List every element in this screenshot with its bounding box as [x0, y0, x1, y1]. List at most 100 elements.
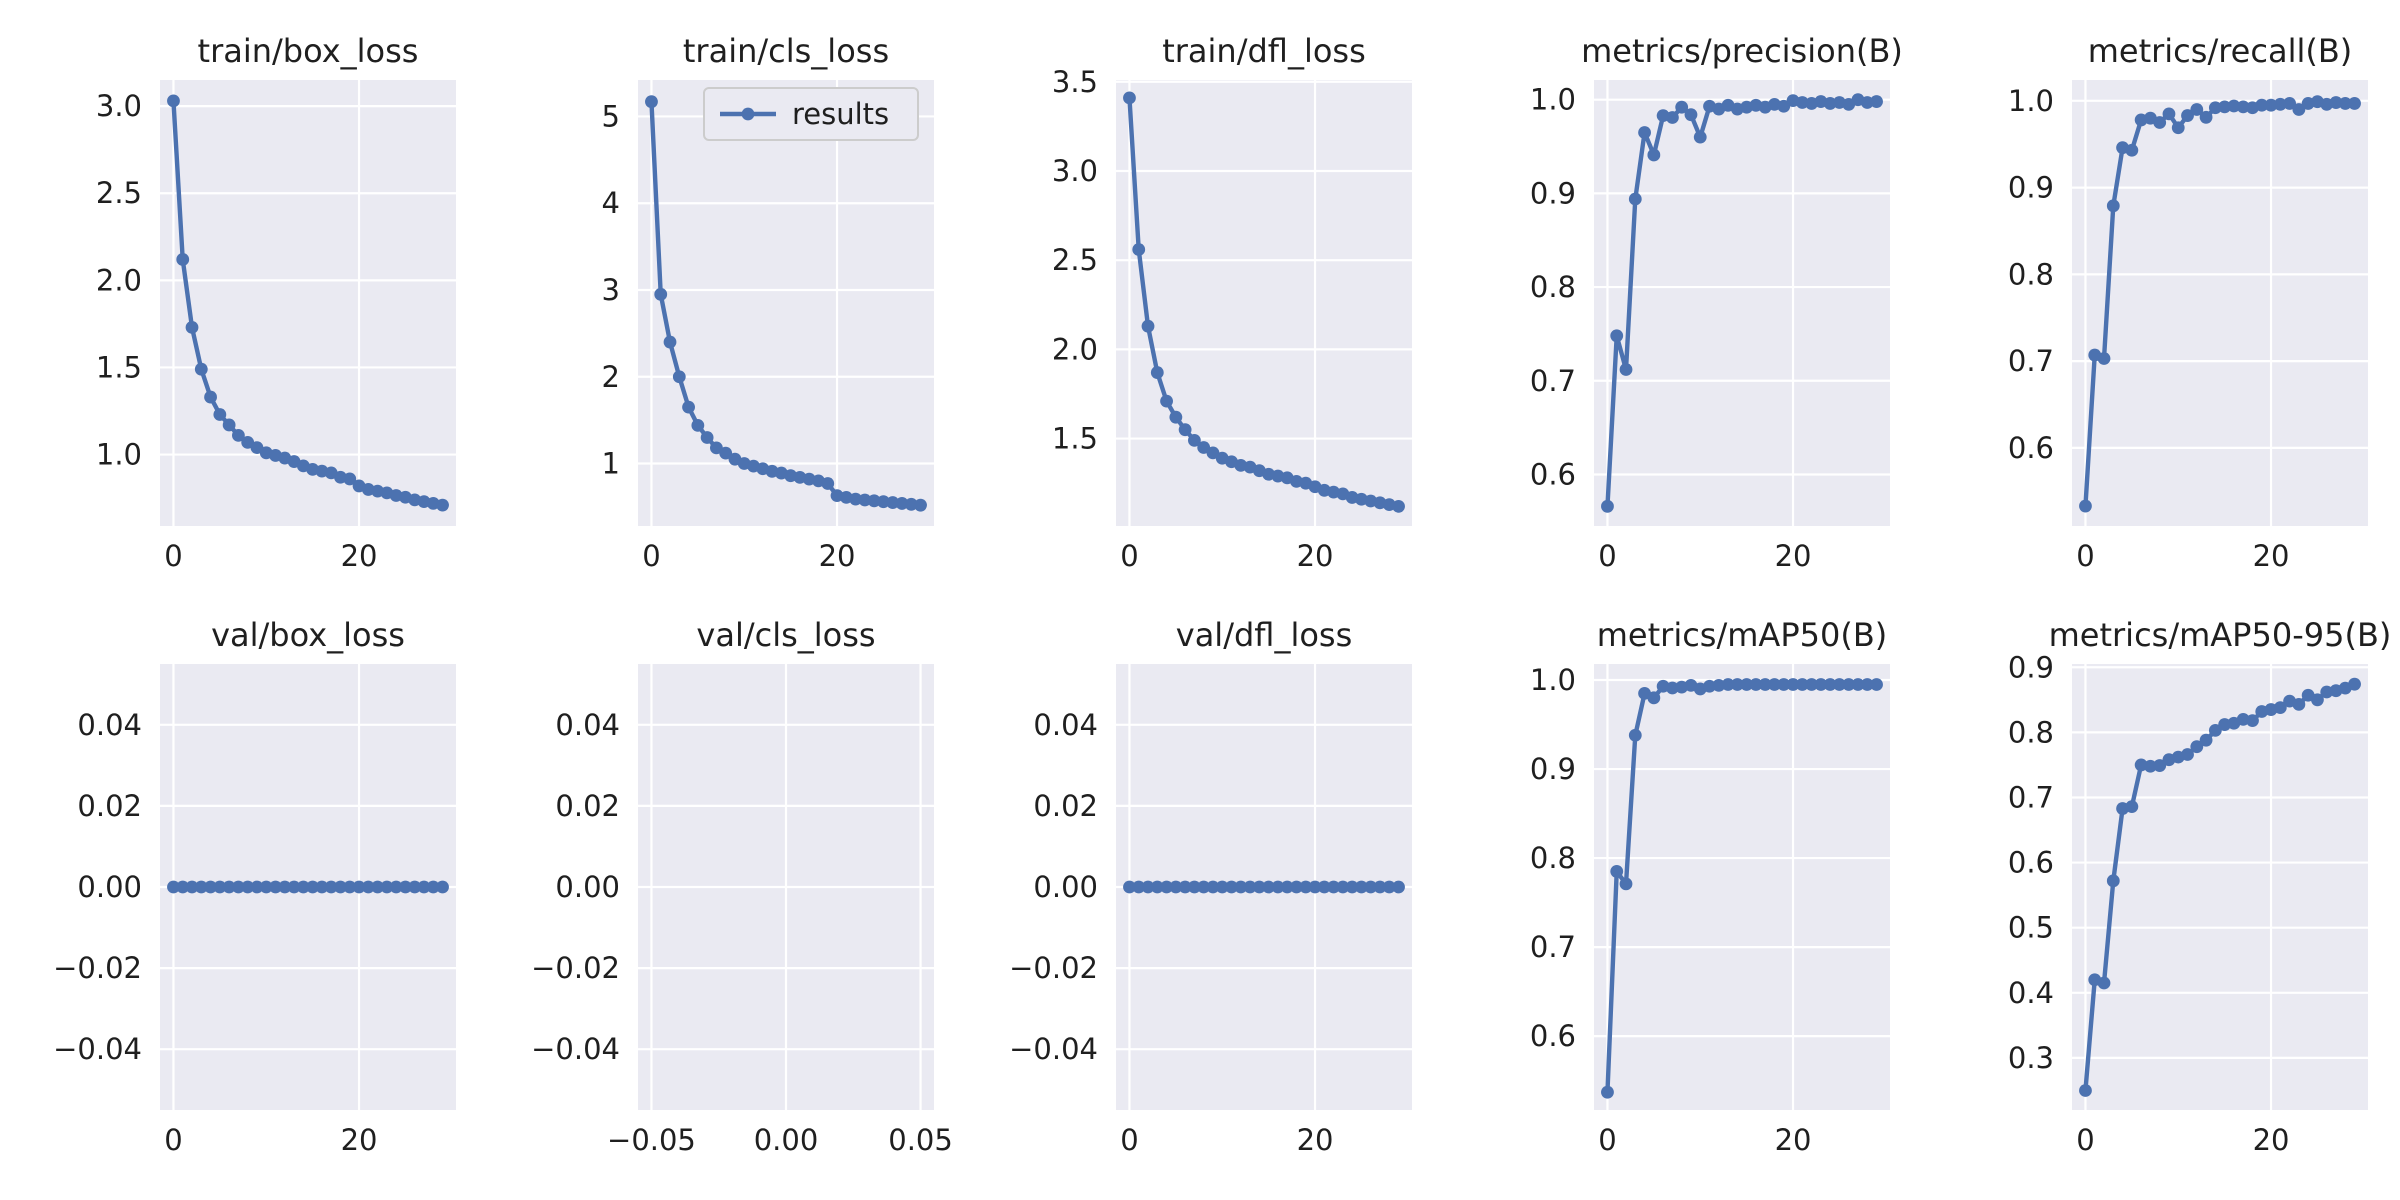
data-point [2125, 143, 2139, 157]
y-tick-label: 2.5 [96, 176, 142, 210]
data-point [1225, 880, 1238, 894]
x-tick-label: 0.00 [754, 1123, 819, 1157]
legend-marker [741, 107, 755, 121]
data-point [691, 418, 705, 432]
y-tick-label: −0.04 [531, 1032, 620, 1066]
x-tick-label: 0 [164, 1123, 182, 1157]
panel-title: metrics/precision(B) [1581, 32, 1903, 70]
y-tick-label: 0.9 [1530, 752, 1576, 786]
plot-area [160, 80, 456, 526]
panel-title: train/cls_loss [683, 32, 889, 70]
data-point [2199, 110, 2213, 124]
data-point [250, 880, 264, 894]
data-point [2236, 100, 2250, 114]
y-tick-label: 0.9 [1530, 176, 1576, 210]
data-point [710, 441, 723, 455]
data-point [1740, 678, 1754, 691]
data-point [1392, 499, 1405, 513]
data-point [1870, 95, 1883, 108]
y-tick-label: 0.6 [2008, 846, 2054, 880]
x-tick-label: 20 [341, 1123, 378, 1157]
data-point [895, 497, 909, 510]
data-point [1833, 678, 1846, 691]
panel-train-box-loss: 1.0 1.5 2.0 2.5 3.0 0 20 train/box_loss [96, 32, 456, 573]
y-tick-label: 0.7 [2008, 344, 2054, 378]
y-tick-label: −0.02 [531, 951, 620, 985]
data-point [1758, 678, 1772, 691]
data-point [1317, 880, 1331, 894]
x-tick-label: 0 [642, 539, 660, 573]
y-tick-label: 1.5 [96, 350, 142, 384]
data-point [1684, 108, 1698, 122]
data-point [1647, 691, 1661, 705]
data-point [2079, 499, 2092, 513]
y-tick-label: −0.02 [53, 951, 142, 985]
data-point [1178, 423, 1192, 437]
data-point [654, 287, 668, 301]
data-point [2199, 733, 2213, 747]
y-tick-label: 0.6 [1530, 457, 1576, 491]
x-tick-label: 20 [1775, 539, 1812, 573]
y-tick-label: 2.0 [1052, 332, 1098, 366]
y-tick-label: 0.9 [2008, 650, 2054, 684]
panel-metrics-precision-b: 0.6 0.7 0.8 0.9 1.0 0 20 metrics/precision(B) [1530, 32, 1903, 573]
panel-metrics-map50-95-b: 0.3 0.4 0.5 0.6 0.7 0.8 0.9 0 20 metrics/mAP50-95… [2008, 616, 2392, 1157]
y-tick-label: 3.0 [1052, 154, 1098, 188]
data-point [1141, 880, 1155, 894]
data-point [2218, 100, 2232, 114]
data-point [1197, 441, 1211, 454]
legend-label: results [792, 97, 889, 131]
data-point [2348, 97, 2361, 110]
y-tick-label: 0.00 [1033, 870, 1098, 904]
data-point [1795, 96, 1809, 109]
data-point [1160, 394, 1173, 408]
y-tick-label: 0.7 [1530, 364, 1576, 398]
data-point [886, 496, 900, 509]
panel-title: metrics/recall(B) [2088, 32, 2353, 70]
data-point [278, 880, 292, 894]
data-point [213, 408, 227, 421]
panel-val-dfl-loss: −0.04 −0.02 0.00 0.02 0.04 0 20 val/dfl_loss [1009, 616, 1412, 1157]
data-point [877, 495, 890, 509]
data-point [343, 472, 357, 486]
y-tick-label: 0.04 [77, 708, 142, 742]
data-point [2153, 116, 2167, 129]
data-point [1382, 880, 1396, 894]
y-tick-label: 3 [602, 273, 620, 307]
y-tick-label: 1 [602, 447, 620, 481]
x-tick-label: 20 [1775, 1123, 1812, 1157]
data-point [204, 880, 217, 894]
data-point [232, 429, 245, 442]
panel-title: val/dfl_loss [1176, 616, 1353, 654]
y-tick-label: 0.7 [2008, 780, 2054, 814]
data-point [334, 880, 347, 894]
data-point [1619, 363, 1633, 376]
data-point [1693, 130, 1707, 144]
x-tick-label: 20 [819, 539, 856, 573]
data-point [2106, 874, 2120, 888]
data-point [1132, 243, 1146, 256]
y-tick-label: 0.00 [555, 870, 620, 904]
data-point [2255, 98, 2269, 112]
y-tick-label: 5 [602, 99, 620, 133]
plot-area [1116, 80, 1412, 526]
data-point [1215, 880, 1229, 894]
y-tick-label: 0.3 [2008, 1041, 2054, 1075]
data-point [1123, 880, 1136, 894]
data-point [2246, 714, 2259, 728]
x-tick-label: −0.05 [607, 1123, 696, 1157]
plot-area [638, 80, 934, 526]
y-tick-label: 0.02 [1033, 789, 1098, 823]
data-point [2144, 759, 2157, 773]
data-point [1206, 880, 1220, 894]
data-point [213, 880, 227, 894]
data-point [1610, 329, 1624, 343]
data-point [645, 95, 658, 109]
panel-metrics-map50-b: 0.6 0.7 0.8 0.9 1.0 0 20 metrics/mAP50(B) [1530, 616, 1890, 1157]
data-point [204, 390, 217, 404]
data-point [700, 431, 714, 444]
data-point [2311, 693, 2324, 707]
y-tick-label: 0.8 [2008, 715, 2054, 749]
legend: results [703, 87, 919, 141]
data-point [1197, 880, 1211, 894]
